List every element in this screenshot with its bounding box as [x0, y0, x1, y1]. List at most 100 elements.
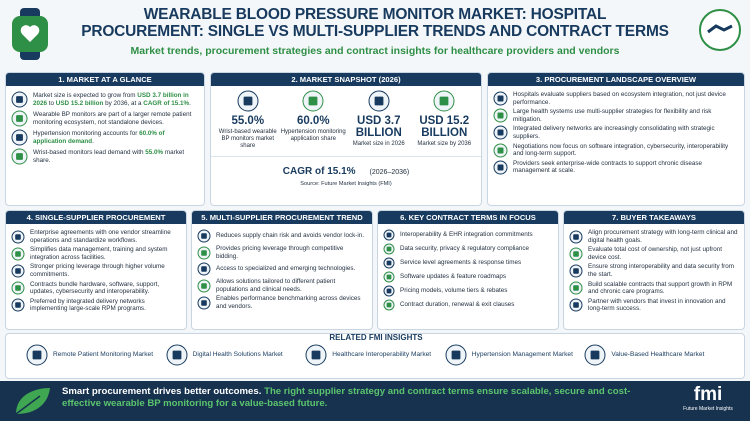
text: to: [47, 99, 56, 107]
text: Wearable BP monitors are part of a large…: [33, 110, 192, 126]
item-text: Access to specialized and emerging techn…: [216, 265, 356, 273]
icon: [197, 246, 211, 260]
item-text: Pricing models, volume tiers & rebates: [400, 287, 508, 295]
stat-label: Wrist-based wearable BP monitors market …: [218, 129, 277, 149]
item-text: Wearable BP monitors are part of a large…: [33, 111, 199, 126]
icon: [569, 247, 583, 261]
item-text: Hospitals evaluate suppliers based on ec…: [513, 91, 726, 106]
icon: [383, 299, 395, 311]
text: by 2036, at a: [103, 99, 144, 107]
logo-text: fmi: [693, 384, 723, 405]
text: market share.: [33, 148, 185, 164]
item-text: Build scalable contracts that support gr…: [588, 280, 733, 296]
related-text: Healthcare Interoperability Market: [332, 351, 432, 359]
footer-text: Smart procurement drives better outcomes…: [62, 386, 652, 410]
item-text: Data security, privacy & regulatory comp…: [400, 245, 530, 253]
highlight: USD 15.2 billion: [55, 99, 104, 107]
list-item: Allows solutions tailored to different p…: [197, 278, 367, 293]
text: .: [92, 137, 94, 145]
list-item: Negotiations now focus on software integ…: [493, 143, 739, 158]
icon: [11, 247, 25, 261]
list-item: Pricing models, volume tiers & rebates: [383, 285, 553, 297]
item-text: Align procurement strategy with long-ter…: [588, 229, 738, 244]
list-item: Build scalable contracts that support gr…: [569, 281, 739, 296]
title-line: PROCUREMENT: SINGLE VS MULTI-SUPPLIER TR…: [81, 23, 669, 40]
list-item: Hospitals evaluate suppliers based on ec…: [493, 91, 739, 106]
leaf-icon: [15, 388, 50, 415]
subtitle: Market trends, procurement strategies an…: [130, 45, 620, 57]
icon: [166, 344, 188, 366]
list: Hospitals evaluate suppliers based on ec…: [488, 86, 744, 180]
icon: [383, 285, 395, 297]
icon: [26, 344, 48, 366]
list: Market size is expected to grow from USD…: [6, 86, 204, 170]
takeaways-panel: 7. BUYER TAKEAWAYS Align procurement stra…: [563, 210, 745, 330]
highlight: 55.0%: [145, 148, 164, 156]
stat: USD 3.7 BILLION Market size in 2026: [346, 90, 412, 150]
list-item: Evaluate total cost of ownership, not ju…: [569, 246, 739, 261]
icon: [569, 230, 583, 244]
highlight: 60.0% of application demand: [33, 129, 165, 145]
icon: [11, 148, 28, 165]
cagr-period: (2026–2036): [369, 169, 410, 176]
related-title: RELATED FMI INSIGHTS: [306, 334, 446, 342]
icon: [368, 90, 390, 112]
item-text: Ensure strong interoperability and data …: [588, 263, 734, 278]
cagr-value: CAGR of 15.1%: [282, 166, 356, 177]
logo-caption: Future Market Insights: [683, 406, 733, 412]
item-text: Negotiations now focus on software integ…: [513, 142, 729, 158]
list-item: Large health systems use multi-supplier …: [493, 108, 739, 123]
icon: [493, 160, 508, 175]
title-line: WEARABLE BLOOD PRESSURE MONITOR MARKET: …: [143, 6, 607, 23]
item-text: Evaluate total cost of ownership, not ju…: [588, 246, 723, 261]
list-item: Market size is expected to grow from USD…: [11, 91, 199, 108]
stat-value: 55.0%: [231, 115, 265, 127]
icon: [305, 344, 327, 366]
list: Enterprise agreements with one vendor st…: [6, 224, 186, 318]
logo: fmi Future Market Insights: [672, 384, 744, 412]
icon: [383, 229, 395, 241]
icon: [383, 271, 395, 283]
icon: [11, 281, 25, 295]
list-item: Contracts bundle hardware, software, sup…: [11, 281, 181, 296]
list-item: Stronger pricing leverage through higher…: [11, 263, 181, 278]
icon: [197, 262, 211, 276]
related-text: Value-Based Healthcare Market: [611, 351, 705, 359]
related-text: Remote Patient Monitoring Market: [53, 351, 154, 359]
stat-value: USD 15.2 BILLION: [419, 115, 470, 139]
related-item: Digital Health Solutions Market: [166, 344, 306, 366]
panel-heading: 4. SINGLE-SUPPLIER PROCUREMENT STRATEGY: [6, 211, 186, 235]
highlight: CAGR of 15.1%: [143, 99, 190, 107]
watch-icon: [12, 8, 48, 60]
stat-label: Market size by 2036: [417, 141, 472, 147]
item-text: Interoperability & EHR integration commi…: [400, 231, 533, 239]
icon: [11, 129, 28, 146]
icon: [493, 91, 508, 106]
stat-label: Hypertension monitoring application shar…: [280, 129, 346, 142]
footer-band: [0, 381, 750, 421]
item-text: Large health systems use multi-supplier …: [513, 108, 712, 123]
source: Source: Future Market Insights (FMI): [300, 181, 392, 187]
list-item: Enterprise agreements with one vendor st…: [11, 229, 181, 244]
item-text: Contract duration, renewal & exit clause…: [400, 301, 515, 309]
list-item: Service level agreements & response time…: [383, 257, 553, 269]
related-item: Healthcare Interoperability Market: [305, 344, 445, 366]
icon: [302, 90, 324, 112]
item-text: Software updates & feature roadmaps: [400, 273, 507, 281]
footer-lead: Smart procurement drives better outcomes…: [62, 386, 262, 397]
icon: [493, 143, 508, 158]
stat-label: Market size in 2026: [352, 141, 405, 147]
list: Interoperability & EHR integration commi…: [378, 224, 558, 316]
item-text: Providers seek enterprise-wide contracts…: [513, 159, 702, 175]
item-text: Contracts bundle hardware, software, sup…: [30, 280, 160, 296]
item-text: Enables performance benchmarking across …: [216, 295, 361, 310]
cagr: CAGR of 15.1% (2026–2036): [211, 156, 481, 179]
item-text: Allows solutions tailored to different p…: [216, 278, 336, 293]
list-item: Hypertension monitoring accounts for 60.…: [11, 129, 199, 146]
list-item: Partner with vendors that invest in inno…: [569, 298, 739, 313]
item-text: Hypertension monitoring accounts for 60.…: [33, 130, 199, 145]
stats: 55.0% Wrist-based wearable BP monitors ma…: [211, 86, 481, 150]
stat: USD 15.2 BILLION Market size by 2036: [412, 90, 478, 150]
list-item: Ensure strong interoperability and data …: [569, 263, 739, 278]
panel-heading: 6. KEY CONTRACT TERMS IN FOCUS: [378, 211, 558, 224]
